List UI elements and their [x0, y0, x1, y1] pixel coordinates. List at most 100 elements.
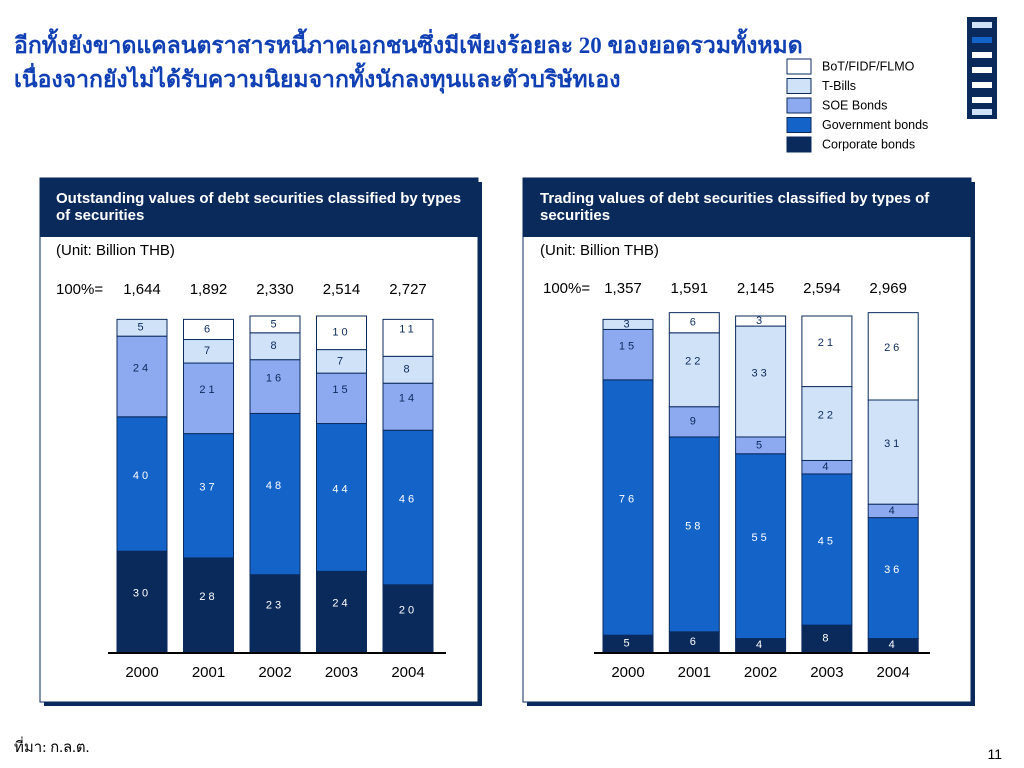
x-tick-label: 2000: [125, 664, 158, 681]
bar-segment: [183, 557, 234, 653]
bar-segment: [867, 399, 919, 505]
segment-label: 7: [337, 355, 346, 367]
legend-label: T-Bills: [822, 79, 856, 93]
segment-label: 28: [199, 591, 217, 603]
bar-segment: [316, 315, 367, 351]
legend-label: BoT/FIDF/FLMO: [822, 59, 915, 73]
x-tick-label: 2004: [877, 664, 910, 681]
segment-label: 21: [199, 384, 217, 396]
unit-label: (Unit: Billion THB): [56, 242, 175, 259]
bar-segment: [249, 359, 301, 414]
legend-swatch: [786, 58, 812, 75]
bar-segment: [801, 624, 853, 653]
total-label: 2,727: [389, 281, 427, 298]
segment-label: 8: [822, 632, 831, 644]
bar-segment: [249, 574, 301, 653]
slide-title: เนื่องจากยังไม่ได้รับความนิยมจากทั้งนักล…: [14, 67, 621, 92]
panel-title: Outstanding values of debt securities cl…: [56, 190, 462, 224]
segment-label: 5: [137, 322, 146, 334]
bar-segment: [249, 412, 301, 576]
total-label: 2,969: [869, 280, 907, 297]
source-note: ที่มา: ก.ล.ต.: [14, 740, 90, 756]
total-prefix: 100%=: [56, 281, 103, 298]
total-label: 1,644: [123, 281, 161, 298]
segment-label: 5: [270, 318, 279, 330]
segment-label: 55: [751, 532, 769, 544]
x-tick-label: 2002: [744, 664, 777, 681]
bar-segment: [801, 386, 853, 461]
segment-label: 4: [822, 461, 831, 473]
bar-segment: [668, 406, 720, 438]
bar-segment: [735, 453, 787, 640]
bar-segment: [316, 570, 367, 653]
segment-label: 3: [623, 318, 632, 330]
legend-swatch: [786, 78, 812, 94]
segment-label: 3: [756, 315, 765, 327]
segment-label: 24: [332, 598, 350, 610]
segment-label: 23: [266, 599, 284, 611]
segment-label: 30: [133, 588, 151, 600]
segment-label: 7: [204, 345, 213, 357]
legend-label: Government bonds: [822, 118, 928, 132]
bar-segment: [801, 315, 853, 388]
bar-segment: [316, 372, 367, 425]
bar-segment: [668, 312, 720, 334]
segment-label: 6: [690, 636, 699, 648]
total-label: 2,514: [323, 281, 361, 298]
page-number: 11: [987, 746, 1002, 762]
segment-label: 58: [685, 520, 703, 532]
segment-label: 4: [889, 505, 898, 517]
bar-segment: [382, 382, 434, 431]
segment-label: 14: [399, 393, 417, 405]
bar-segment: [116, 416, 168, 552]
segment-label: 6: [204, 323, 213, 335]
segment-label: 5: [756, 439, 765, 451]
segment-label: 4: [756, 639, 765, 651]
total-label: 1,892: [190, 281, 228, 298]
segment-label: 45: [818, 535, 836, 547]
segment-label: 16: [266, 372, 284, 384]
segment-label: 5: [623, 638, 632, 650]
segment-label: 36: [884, 564, 902, 576]
legend-label: SOE Bonds: [822, 98, 887, 112]
bar-segment: [116, 550, 168, 653]
corner-icon: [967, 17, 997, 119]
bar-segment: [668, 332, 720, 408]
total-label: 2,594: [803, 280, 841, 297]
segment-label: 24: [133, 362, 151, 374]
legend-label: Corporate bonds: [822, 137, 915, 151]
bar-segment: [382, 584, 434, 653]
bar-segment: [183, 318, 234, 341]
bar-segment: [183, 433, 234, 559]
segment-label: 33: [751, 367, 769, 379]
bar-segment: [382, 318, 434, 357]
unit-label: (Unit: Billion THB): [540, 242, 659, 259]
segment-label: 9: [690, 416, 699, 428]
total-label: 2,330: [256, 281, 294, 298]
bar-segment: [602, 328, 654, 381]
bar-segment: [382, 355, 434, 384]
bar-segment: [735, 315, 787, 327]
segment-label: 10: [332, 327, 350, 339]
bar-segment: [602, 318, 654, 330]
segment-label: 46: [399, 493, 417, 505]
x-tick-label: 2001: [192, 664, 225, 681]
segment-label: 15: [619, 341, 637, 353]
segment-label: 8: [270, 340, 279, 352]
panel-title: Trading values of debt securities classi…: [540, 190, 930, 224]
segment-label: 6: [690, 317, 699, 329]
segment-label: 31: [884, 438, 902, 450]
x-tick-label: 2000: [611, 664, 644, 681]
bar-segment: [668, 436, 720, 633]
slide-title: อีกทั้งยังขาดแคลนตราสารหนี้ภาคเอกชนซึ่งม…: [14, 33, 803, 58]
bar-segment: [183, 362, 234, 435]
segment-label: 48: [266, 480, 284, 492]
bar-segment: [116, 335, 168, 418]
segment-label: 40: [133, 470, 151, 482]
segment-label: 37: [199, 482, 217, 494]
segment-label: 11: [399, 324, 416, 336]
segment-label: 21: [818, 337, 836, 349]
legend-swatch: [786, 117, 812, 133]
segment-label: 15: [332, 384, 350, 396]
